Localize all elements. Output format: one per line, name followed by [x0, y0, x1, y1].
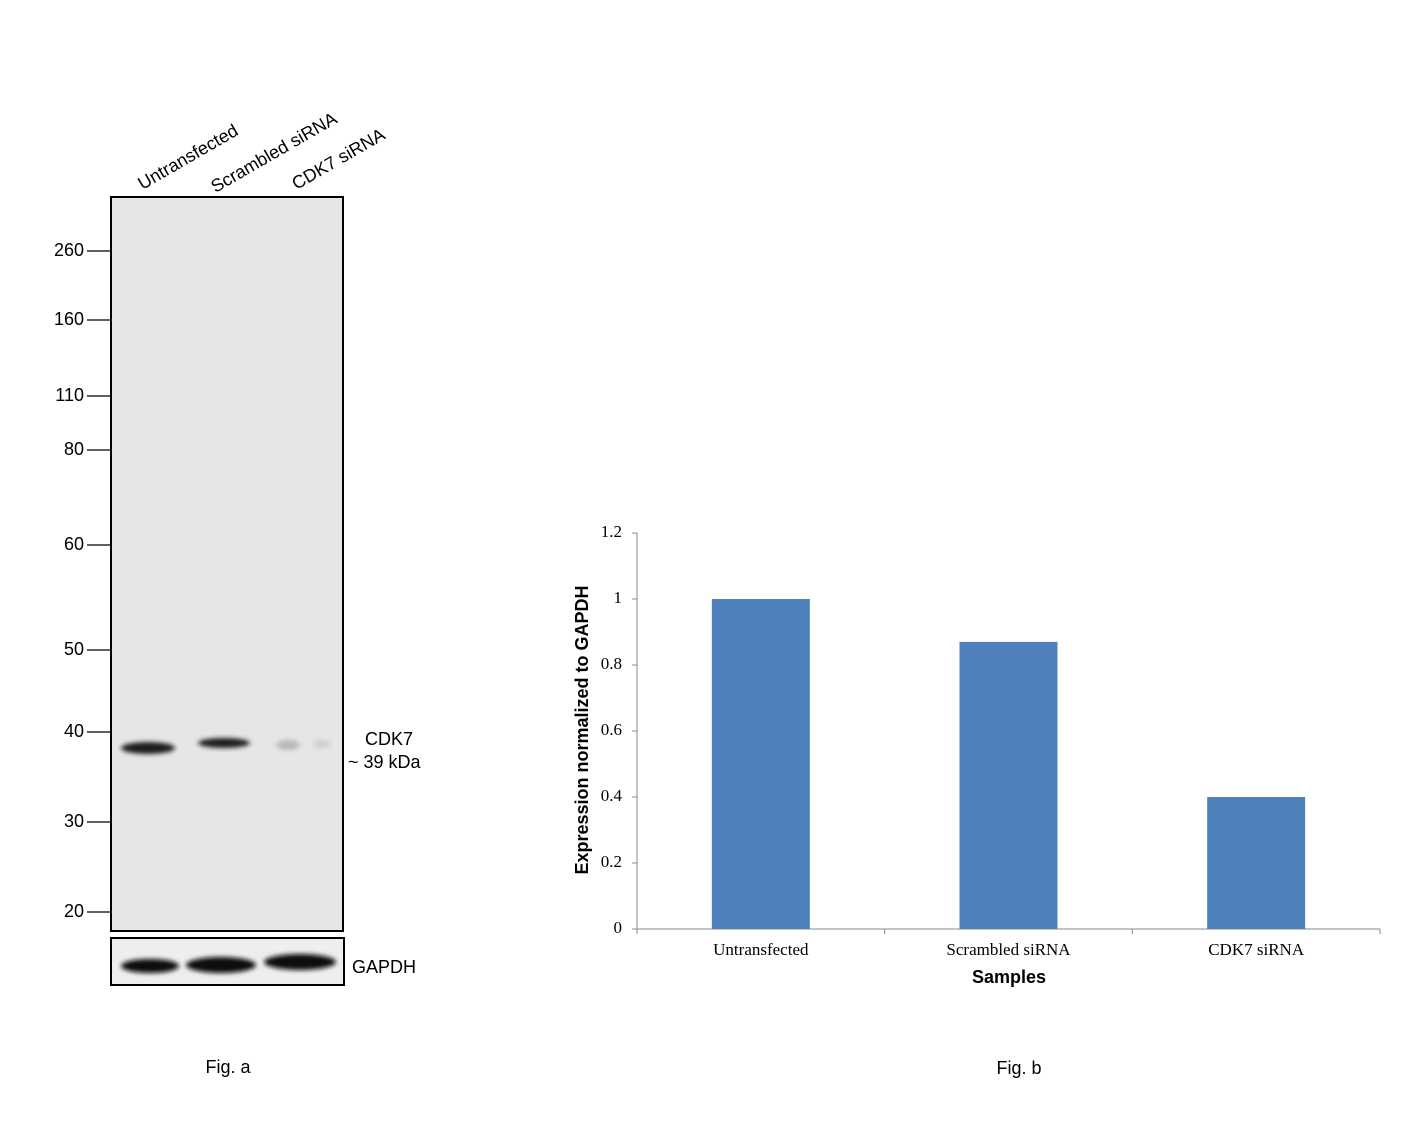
x-tick-label: Untransfected: [713, 940, 809, 959]
marker-label: 160: [54, 309, 84, 329]
marker-label: 40: [64, 721, 84, 741]
y-tick-label: 0.4: [601, 786, 623, 805]
band-size: ~ 39 kDa: [348, 752, 422, 772]
bar: [1207, 797, 1306, 929]
caption: Fig. b: [996, 1058, 1041, 1078]
y-tick-label: 0.8: [601, 654, 622, 673]
caption: Fig. a: [205, 1057, 251, 1077]
marker-label: 30: [64, 811, 84, 831]
band-label: CDK7: [365, 729, 413, 749]
marker-label: 80: [64, 439, 84, 459]
bands: [121, 738, 336, 973]
blot-panel: [110, 196, 344, 932]
x-tick-label: CDK7 siRNA: [1208, 940, 1305, 959]
marker-label: 260: [54, 240, 84, 260]
band: [313, 740, 331, 748]
y-tick-label: 1: [614, 588, 623, 607]
marker-label: 20: [64, 901, 84, 921]
y-tick-label: 0.2: [601, 852, 622, 871]
band: [121, 742, 175, 754]
bar: [711, 599, 810, 929]
y-axis-title: Expression normalized to GAPDH: [572, 585, 592, 874]
marker-label: 50: [64, 639, 84, 659]
y-tick-label: 0.6: [601, 720, 622, 739]
x-axis-title: Samples: [972, 967, 1046, 987]
band: [276, 740, 300, 750]
band: [186, 957, 256, 973]
band: [264, 954, 336, 970]
y-tick-label: 0: [614, 918, 623, 937]
loading-control-label: GAPDH: [352, 957, 416, 977]
x-tick-label: Scrambled siRNA: [946, 940, 1071, 959]
band: [198, 738, 250, 748]
marker-label: 60: [64, 534, 84, 554]
y-tick-label: 1.2: [601, 522, 622, 541]
band: [121, 959, 179, 973]
bar: [959, 641, 1058, 929]
marker-label: 110: [55, 385, 84, 405]
